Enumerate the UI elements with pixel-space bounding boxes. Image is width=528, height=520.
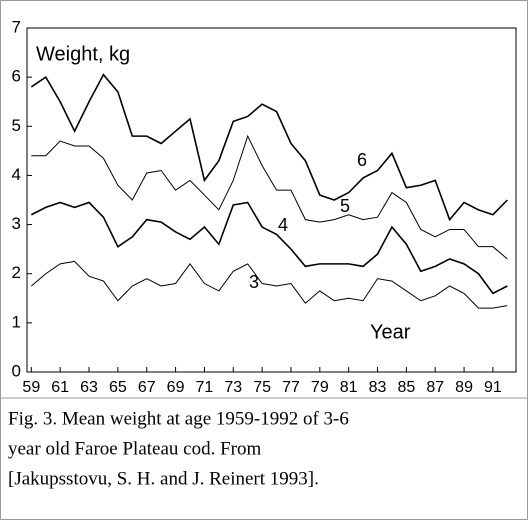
- y-tick-label: 2: [12, 263, 21, 282]
- plot-frame: [26, 27, 517, 373]
- y-tick-label: 4: [12, 165, 21, 184]
- x-tick-label: 67: [138, 379, 156, 396]
- x-tick-label: 89: [455, 379, 473, 396]
- series-line: [30, 201, 508, 295]
- x-tick-label: 85: [397, 379, 415, 396]
- caption-line: Fig. 3. Mean weight at age 1959-1992 of …: [8, 408, 349, 429]
- caption-line: [Jakupsstovu, S. H. and J. Reinert 1993]…: [8, 468, 319, 489]
- x-tick-label: 75: [253, 379, 271, 396]
- x-tick-label: 77: [282, 379, 300, 396]
- x-tick-label: 71: [196, 379, 214, 396]
- x-tick-label: 61: [51, 379, 69, 396]
- y-axis-label: Weight, kg: [36, 43, 130, 65]
- series-line: [30, 73, 508, 222]
- series-label: 4: [278, 215, 288, 235]
- series-label: 3: [249, 272, 259, 292]
- y-tick-label: 6: [12, 67, 21, 86]
- y-tick-label: 7: [12, 17, 21, 36]
- x-tick-label: 81: [340, 379, 358, 396]
- x-axis-label: Year: [370, 321, 411, 343]
- caption-line: year old Faroe Plateau cod. From: [8, 438, 261, 459]
- y-tick-label: 5: [12, 116, 21, 135]
- series-line: [31, 134, 508, 260]
- x-tick-label: 69: [167, 379, 185, 396]
- x-tick-label: 65: [109, 379, 127, 396]
- y-tick-label: 3: [12, 214, 21, 233]
- x-tick-label: 63: [80, 379, 98, 396]
- x-tick-label: 73: [224, 379, 242, 396]
- series-label: 5: [340, 196, 350, 216]
- series-line: [31, 260, 508, 309]
- y-tick-label: 1: [12, 312, 21, 331]
- x-tick-label: 79: [311, 379, 329, 396]
- x-tick-label: 91: [484, 379, 502, 396]
- series-label: 6: [357, 150, 367, 170]
- x-tick-label: 87: [426, 379, 444, 396]
- x-tick-label: 83: [369, 379, 387, 396]
- x-tick-label: 59: [22, 379, 40, 396]
- y-tick-label: 0: [12, 361, 21, 380]
